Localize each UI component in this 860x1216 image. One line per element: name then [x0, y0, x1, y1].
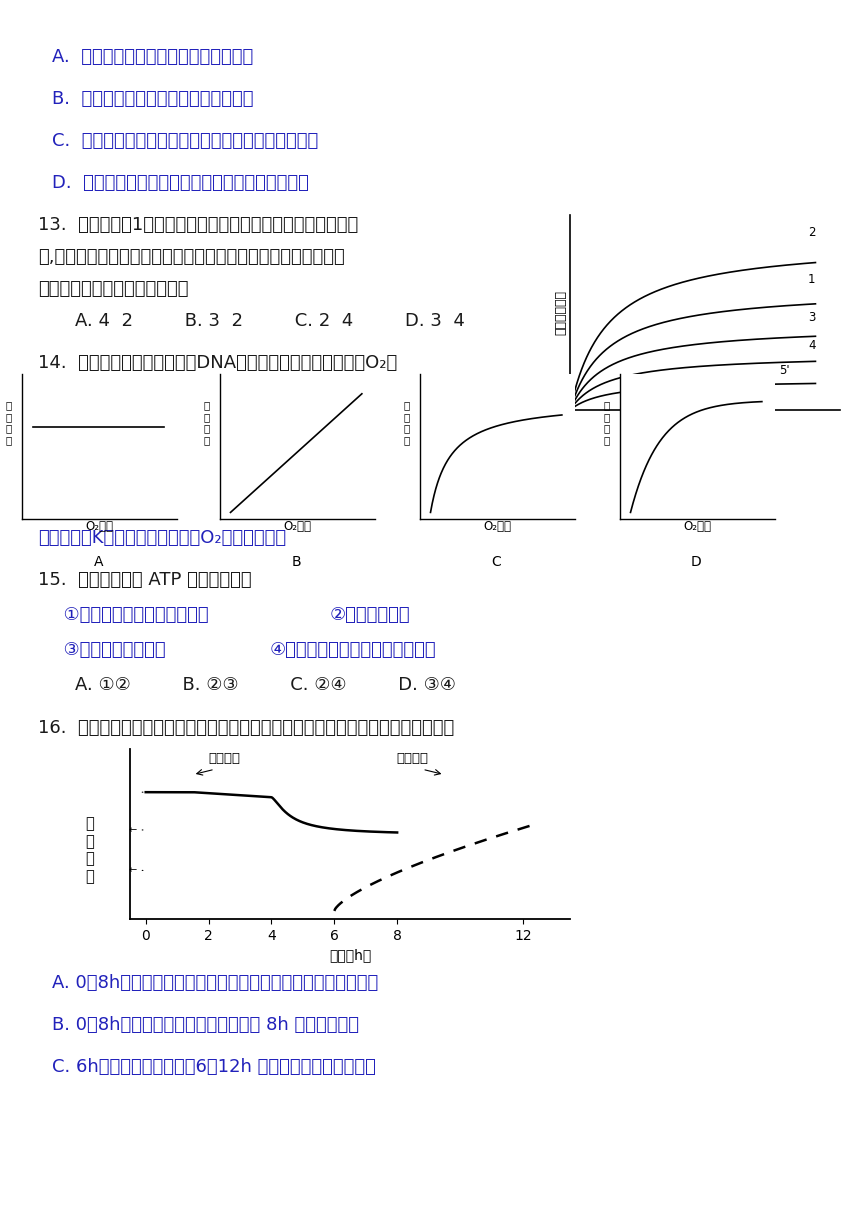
- Text: A. 0～8h间，容器内的水含量由于酵母菌的呼吸消耗而不断减少: A. 0～8h间，容器内的水含量由于酵母菌的呼吸消耗而不断减少: [52, 974, 378, 992]
- Text: B: B: [292, 554, 301, 569]
- Text: 15.  细胞内要消耗 ATP 的生理过程有: 15. 细胞内要消耗 ATP 的生理过程有: [38, 572, 252, 589]
- Text: 运
输
速
度: 运 输 速 度: [204, 400, 210, 445]
- Text: 呼
吸
速
率: 呼 吸 速 率: [85, 817, 94, 884]
- Text: A.  吸收不同矿质元素离子的速率都相同: A. 吸收不同矿质元素离子的速率都相同: [52, 47, 253, 66]
- Text: ←: ←: [128, 824, 136, 835]
- Text: 5': 5': [778, 364, 789, 377]
- Text: A: A: [94, 554, 103, 569]
- Text: ←: ←: [128, 866, 136, 876]
- Text: C: C: [491, 554, 501, 569]
- Text: 有氧呼吸: 有氧呼吸: [208, 753, 240, 765]
- Text: A. ①②         B. ②③         C. ②④         D. ③④: A. ①② B. ②③ C. ②④ D. ③④: [52, 676, 456, 694]
- Y-axis label: 酶促反应速率: 酶促反应速率: [554, 289, 568, 334]
- Text: ④纺锤丝牵引染色体移向细胞两极: ④纺锤丝牵引染色体移向细胞两极: [270, 641, 437, 659]
- Text: B. 0～8h间，容器内压强不断增大，在 8h 时达到最大值: B. 0～8h间，容器内压强不断增大，在 8h 时达到最大值: [52, 1017, 359, 1034]
- Text: 响,如果将反应温度略微升高或向反应混合物中再加入少量同样的: 响,如果将反应温度略微升高或向反应混合物中再加入少量同样的: [38, 248, 345, 266]
- X-axis label: O₂浓度: O₂浓度: [284, 520, 311, 534]
- Text: 酶，变化后的曲线最可能分别是: 酶，变化后的曲线最可能分别是: [38, 280, 188, 298]
- Text: C.  叶肉细胞不能以主动运输的方式吸收矿质元素离子: C. 叶肉细胞不能以主动运输的方式吸收矿质元素离子: [52, 133, 318, 150]
- Text: 运
输
速
度: 运 输 速 度: [403, 400, 410, 445]
- Text: 4: 4: [808, 339, 815, 353]
- Text: ③质壁分离及其复原: ③质壁分离及其复原: [52, 641, 166, 659]
- Text: 运
输
速
度: 运 输 速 度: [604, 400, 610, 445]
- Text: 3: 3: [808, 310, 815, 323]
- Text: ②蛋白质的合成: ②蛋白质的合成: [330, 606, 410, 624]
- Text: 1: 1: [808, 274, 815, 286]
- Text: O: O: [553, 421, 562, 433]
- X-axis label: 时间（h）: 时间（h）: [329, 948, 372, 962]
- X-axis label: O₂浓度: O₂浓度: [684, 520, 711, 534]
- Text: ①丙酮酸在线粒体内氧化分解: ①丙酮酸在线粒体内氧化分解: [52, 606, 209, 624]
- X-axis label: O₂浓度: O₂浓度: [483, 520, 512, 534]
- Text: C. 6h左右开始产生酒精，6～12h 间酒精产生速率逐渐增大: C. 6h左右开始产生酒精，6～12h 间酒精产生速率逐渐增大: [52, 1058, 376, 1076]
- Text: D: D: [691, 554, 702, 569]
- Text: 无氧呼吸: 无氧呼吸: [396, 753, 429, 765]
- Text: B.  低温不影响矿质元素离子的吸收速率: B. 低温不影响矿质元素离子的吸收速率: [52, 90, 254, 108]
- Text: 运
输
速
度: 运 输 速 度: [6, 400, 12, 445]
- Text: 13.  如右图曲线1为最适温度下反应物浓度对酶促反应速率的影: 13. 如右图曲线1为最适温度下反应物浓度对酶促反应速率的影: [38, 216, 359, 233]
- X-axis label: 反应物浓度: 反应物浓度: [686, 412, 724, 426]
- Text: 2: 2: [808, 226, 815, 238]
- Text: 度范围内，K进入该细胞的速度与O₂浓度关系的是: 度范围内，K进入该细胞的速度与O₂浓度关系的是: [38, 529, 286, 547]
- Text: D.  主动运输矿质元素离子的过程只发生在活细胞中: D. 主动运输矿质元素离子的过程只发生在活细胞中: [52, 174, 309, 192]
- X-axis label: O₂浓度: O₂浓度: [85, 520, 114, 534]
- Text: 16.  酿酒过程中，密闭容器内酵母菌呼吸速率变化情况如图所示，下列叙述正确的是: 16. 酿酒过程中，密闭容器内酵母菌呼吸速率变化情况如图所示，下列叙述正确的是: [38, 719, 454, 737]
- Text: A. 4  2         B. 3  2         C. 2  4         D. 3  4: A. 4 2 B. 3 2 C. 2 4 D. 3 4: [52, 313, 465, 330]
- Text: 14.  人的一种成熟细胞不含有DNA。下图中能正确表示在一定O₂浓: 14. 人的一种成熟细胞不含有DNA。下图中能正确表示在一定O₂浓: [38, 354, 397, 372]
